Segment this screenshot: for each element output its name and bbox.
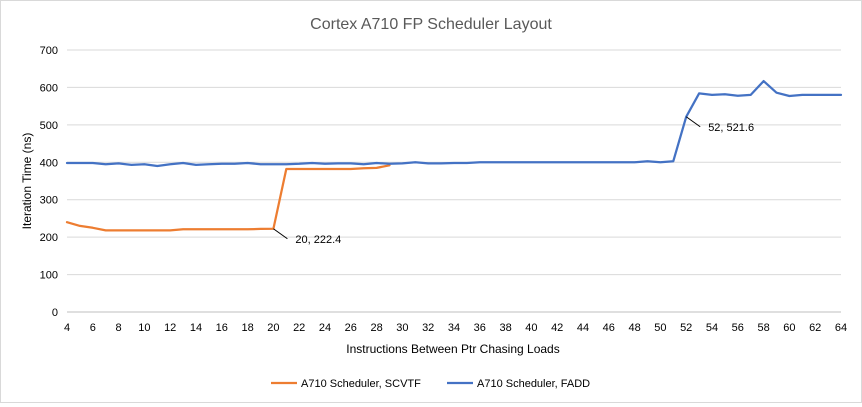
- chart-title: Cortex A710 FP Scheduler Layout: [310, 16, 552, 33]
- legend-label-2: A710 Scheduler, FADD: [477, 378, 590, 390]
- x-tick-label: 30: [396, 322, 408, 334]
- x-tick-label: 38: [499, 322, 511, 334]
- series-line-2: [65, 79, 843, 168]
- x-tick-label: 40: [525, 322, 537, 334]
- x-tick-label: 44: [577, 322, 589, 334]
- x-tick-label: 14: [190, 322, 202, 334]
- annotation-leader: [273, 228, 288, 240]
- y-tick-label: 100: [40, 270, 58, 282]
- x-tick-label: 22: [293, 322, 305, 334]
- x-tick-label: 4: [64, 322, 70, 334]
- x-tick-label: 24: [319, 322, 331, 334]
- y-tick-label: 400: [40, 157, 58, 169]
- data-label-1: 20, 222.4: [295, 234, 341, 246]
- annotation-leader: [685, 116, 701, 128]
- y-axis-label: Iteration Time (ns): [20, 133, 34, 230]
- y-tick-label: 0: [52, 307, 58, 319]
- x-tick-label: 50: [654, 322, 666, 334]
- x-tick-label: 48: [628, 322, 640, 334]
- legend-label-1: A710 Scheduler, SCVTF: [301, 378, 421, 390]
- x-axis-label: Instructions Between Ptr Chasing Loads: [346, 342, 559, 356]
- x-tick-label: 8: [116, 322, 122, 334]
- x-tick-label: 52: [680, 322, 692, 334]
- x-tick-label: 28: [370, 322, 382, 334]
- x-tick-label: 62: [809, 322, 821, 334]
- x-tick-label: 18: [241, 322, 253, 334]
- x-tick-label: 6: [90, 322, 96, 334]
- data-label-2: 52, 521.6: [708, 122, 754, 134]
- x-tick-label: 10: [138, 322, 150, 334]
- y-tick-label: 300: [40, 195, 58, 207]
- y-tick-label: 700: [40, 45, 58, 57]
- x-tick-label: 42: [551, 322, 563, 334]
- x-tick-label: 20: [267, 322, 279, 334]
- x-tick-label: 58: [757, 322, 769, 334]
- y-tick-label: 200: [40, 232, 58, 244]
- x-axis-ticks: 4 6 8 10 12 14 16 18 20 22 24 26 28 30 32 34 36 38 40 42 44 4…: [64, 322, 847, 334]
- x-tick-label: 36: [474, 322, 486, 334]
- x-tick-label: 34: [448, 322, 460, 334]
- x-tick-label: 46: [603, 322, 615, 334]
- x-tick-label: 54: [706, 322, 718, 334]
- y-axis-ticks: 0 100 200 300 400 500 600 700: [40, 45, 58, 319]
- gridlines: [67, 49, 841, 276]
- x-tick-label: 60: [783, 322, 795, 334]
- x-tick-label: 64: [835, 322, 847, 334]
- x-tick-label: 12: [164, 322, 176, 334]
- legend: A710 Scheduler, SCVTF A710 Scheduler, FAD…: [271, 378, 590, 390]
- y-tick-label: 500: [40, 120, 58, 132]
- x-tick-label: 32: [422, 322, 434, 334]
- annotations: 20, 222.4 52, 521.6: [273, 116, 754, 246]
- x-tick-label: 56: [732, 322, 744, 334]
- y-tick-label: 600: [40, 82, 58, 94]
- series-line-1: [65, 164, 391, 232]
- series-group: [65, 79, 843, 232]
- x-tick-label: 26: [345, 322, 357, 334]
- x-tick-label: 16: [216, 322, 228, 334]
